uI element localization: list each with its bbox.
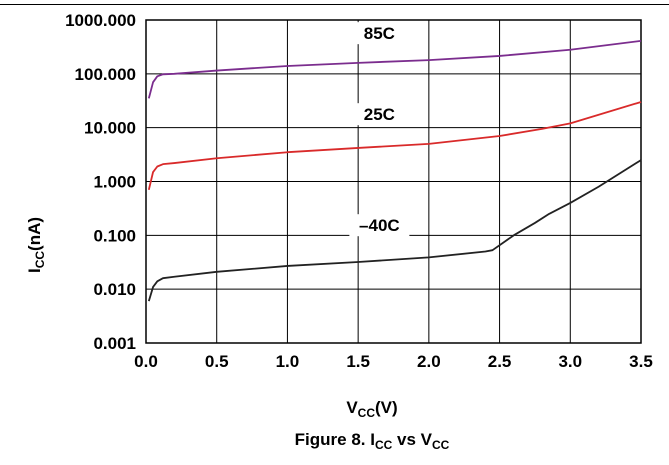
series-label-bg [349,103,410,126]
y-tick-label: 1.000 [93,173,136,192]
series-label-bg [349,214,410,237]
x-tick-label: 1.0 [276,352,300,371]
series-labels: 85C 25C –40C [349,22,410,237]
grid [145,19,642,344]
x-tick-label: 3.5 [629,352,653,371]
series-line-2 [147,159,642,302]
y-axis-ticks: 0.001 0.010 0.100 1.000 10.000 100.000 1000.00… [65,11,136,353]
series-line-0 [147,39,642,99]
caption-prefix: Figure 8. I [295,430,375,449]
y-tick-label: 0.001 [93,334,136,353]
plot-frame [145,19,642,344]
x-tick-label: 3.0 [558,352,582,371]
x-tick-label: 2.5 [488,352,512,371]
top-rule [0,4,669,5]
x-axis-title: VCC(V) [346,398,397,420]
y-tick-label: 0.100 [93,226,136,245]
y-tick-label: 0.010 [93,280,136,299]
y-tick-label: 1000.000 [65,11,136,30]
x-tick-label: 0.0 [134,352,158,371]
figure-caption: Figure 8. ICC vs VCC [295,430,450,452]
series-label-bg [349,22,410,45]
x-tick-label: 2.0 [417,352,441,371]
caption-sub1: CC [375,438,393,452]
x-axis-title-main: V [346,398,358,417]
caption-mid: vs V [392,430,432,449]
x-axis-title-tail: (V) [375,398,398,417]
y-axis-title-sub: CC [33,251,47,269]
y-axis-title-tail: (nA) [25,217,44,251]
series-label: 85C [364,24,395,43]
series-line-1 [147,101,642,191]
series-label: 25C [364,105,395,124]
y-axis-title-main: I [25,268,44,273]
y-tick-label: 10.000 [84,119,136,138]
x-axis-ticks: 0.0 0.5 1.0 1.5 2.0 2.5 3.0 3.5 [134,352,653,371]
x-axis-title-sub: CC [358,406,376,420]
caption-sub2: CC [432,438,450,452]
x-tick-label: 0.5 [205,352,229,371]
series-label: –40C [359,216,400,235]
series-lines [147,39,642,302]
y-tick-label: 100.000 [75,65,136,84]
x-tick-label: 1.5 [346,352,370,371]
y-axis-title: ICC(nA) [25,217,47,273]
